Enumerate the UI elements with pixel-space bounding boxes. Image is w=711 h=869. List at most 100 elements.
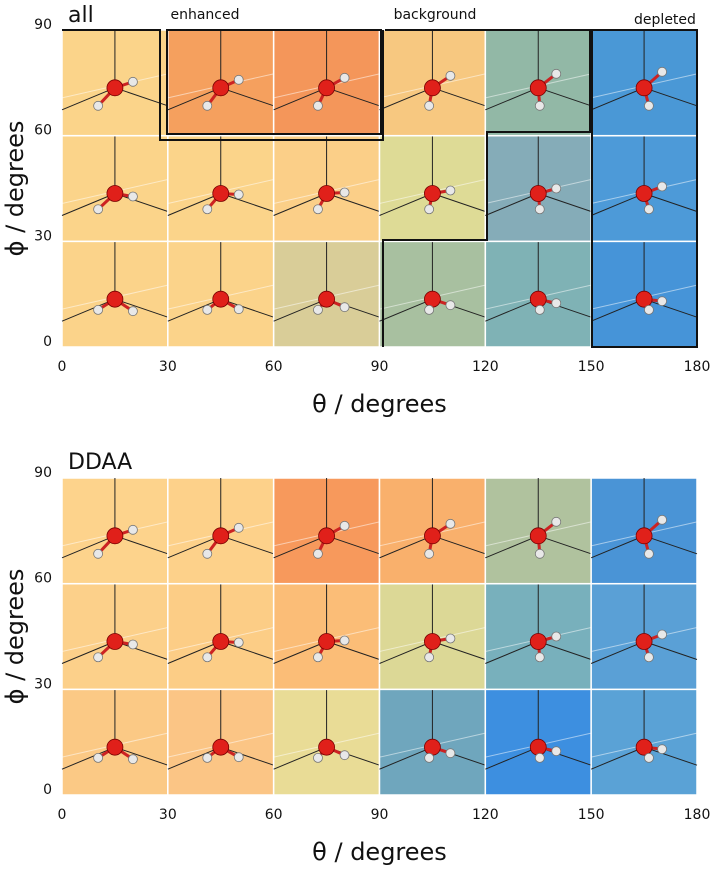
- cell: [167, 582, 275, 691]
- oxygen: [106, 290, 124, 308]
- bond-axis: [590, 746, 645, 770]
- oxygen: [424, 185, 441, 202]
- hydrogen: [445, 185, 456, 196]
- oxygen: [635, 633, 653, 650]
- bond-axis: [114, 298, 168, 318]
- hydrogen: [644, 100, 654, 111]
- cell: [61, 477, 169, 585]
- oxygen: [424, 527, 441, 545]
- bond-axis: [273, 193, 327, 216]
- bond-axis: [432, 641, 486, 660]
- oxygen: [529, 185, 547, 202]
- bond-axis: [379, 298, 433, 322]
- oxygen: [318, 290, 335, 308]
- cell: [378, 688, 487, 796]
- oxygen: [318, 185, 335, 202]
- y-tick-label: 60: [34, 123, 52, 139]
- oxygen: [318, 79, 335, 97]
- hydrogen: [128, 639, 138, 650]
- bond-axis: [326, 87, 380, 107]
- hydrogen: [202, 652, 213, 663]
- bond-axis: [220, 535, 274, 555]
- bond-axis: [220, 641, 274, 660]
- hydrogen: [424, 304, 435, 315]
- x-tick-label: 150: [578, 807, 605, 823]
- panel-title: DDAA: [68, 450, 132, 475]
- hydrogen: [128, 306, 138, 317]
- bond-axis: [643, 193, 698, 212]
- bond-axis: [432, 87, 486, 107]
- hydrogen: [534, 100, 545, 111]
- hydrogen: [551, 183, 562, 194]
- hydrogen: [534, 204, 545, 215]
- hydrogen: [313, 204, 323, 215]
- x-tick-label: 0: [58, 807, 67, 823]
- bond-axis: [114, 746, 168, 766]
- bond-axis: [167, 193, 221, 216]
- x-tick-label: 30: [159, 807, 177, 823]
- bond-axis: [538, 87, 592, 107]
- oxygen: [212, 185, 230, 202]
- oxygen: [106, 738, 124, 756]
- hydrogen: [657, 181, 667, 192]
- x-tick-label: 150: [578, 359, 605, 375]
- bond-axis: [220, 298, 274, 318]
- hydrogen: [93, 304, 104, 315]
- oxygen: [529, 79, 547, 97]
- bond-axis: [643, 641, 698, 660]
- x-tick-label: 120: [472, 807, 499, 823]
- hydrogen: [445, 518, 456, 529]
- bond-axis: [273, 298, 327, 322]
- x-tick-label: 0: [58, 359, 67, 375]
- hydrogen: [424, 752, 435, 763]
- bond-axis: [61, 641, 116, 664]
- hydrogen: [339, 187, 350, 198]
- bond-axis: [643, 87, 698, 107]
- bond-axis: [643, 298, 698, 318]
- x-tick-label: 60: [265, 807, 283, 823]
- oxygen: [635, 527, 653, 545]
- hydrogen: [339, 302, 350, 313]
- hydrogen: [644, 304, 654, 315]
- hydrogen: [445, 300, 456, 311]
- oxygen: [318, 738, 335, 756]
- hydrogen: [644, 752, 654, 763]
- y-tick-label: 30: [34, 676, 52, 692]
- bond-axis: [167, 87, 221, 111]
- oxygen: [529, 738, 547, 756]
- bond-axis: [167, 641, 221, 664]
- hydrogen: [551, 631, 562, 642]
- bond-axis: [379, 535, 433, 559]
- cell: [590, 29, 698, 137]
- cell: [167, 134, 275, 243]
- cell: [590, 688, 698, 796]
- bond-axis: [379, 193, 433, 216]
- oxygen: [106, 527, 124, 545]
- hydrogen: [657, 66, 667, 77]
- hydrogen: [233, 752, 244, 763]
- hydrogen: [202, 304, 213, 315]
- hydrogen: [551, 298, 562, 309]
- hydrogen: [233, 637, 244, 648]
- cell: [61, 29, 169, 137]
- hydrogen: [313, 752, 323, 763]
- background-outline: [382, 29, 591, 347]
- bond-axis: [273, 87, 327, 111]
- cell: [590, 477, 698, 585]
- bond-axis: [643, 535, 698, 555]
- bond-axis: [590, 298, 645, 322]
- bond-axis: [61, 87, 116, 111]
- x-tick-label: 90: [371, 807, 389, 823]
- y-tick-label: 0: [43, 334, 52, 350]
- cell: [61, 582, 169, 691]
- hydrogen: [202, 548, 213, 559]
- bond-axis: [61, 535, 116, 559]
- hydrogen: [424, 100, 435, 111]
- cell: [167, 240, 275, 348]
- hydrogen: [551, 746, 562, 757]
- x-axis-label: θ / degrees: [312, 390, 447, 418]
- y-axis-label: ϕ / degrees: [1, 121, 29, 257]
- cell: [378, 29, 487, 137]
- bond-axis: [485, 298, 539, 322]
- oxygen: [635, 185, 653, 202]
